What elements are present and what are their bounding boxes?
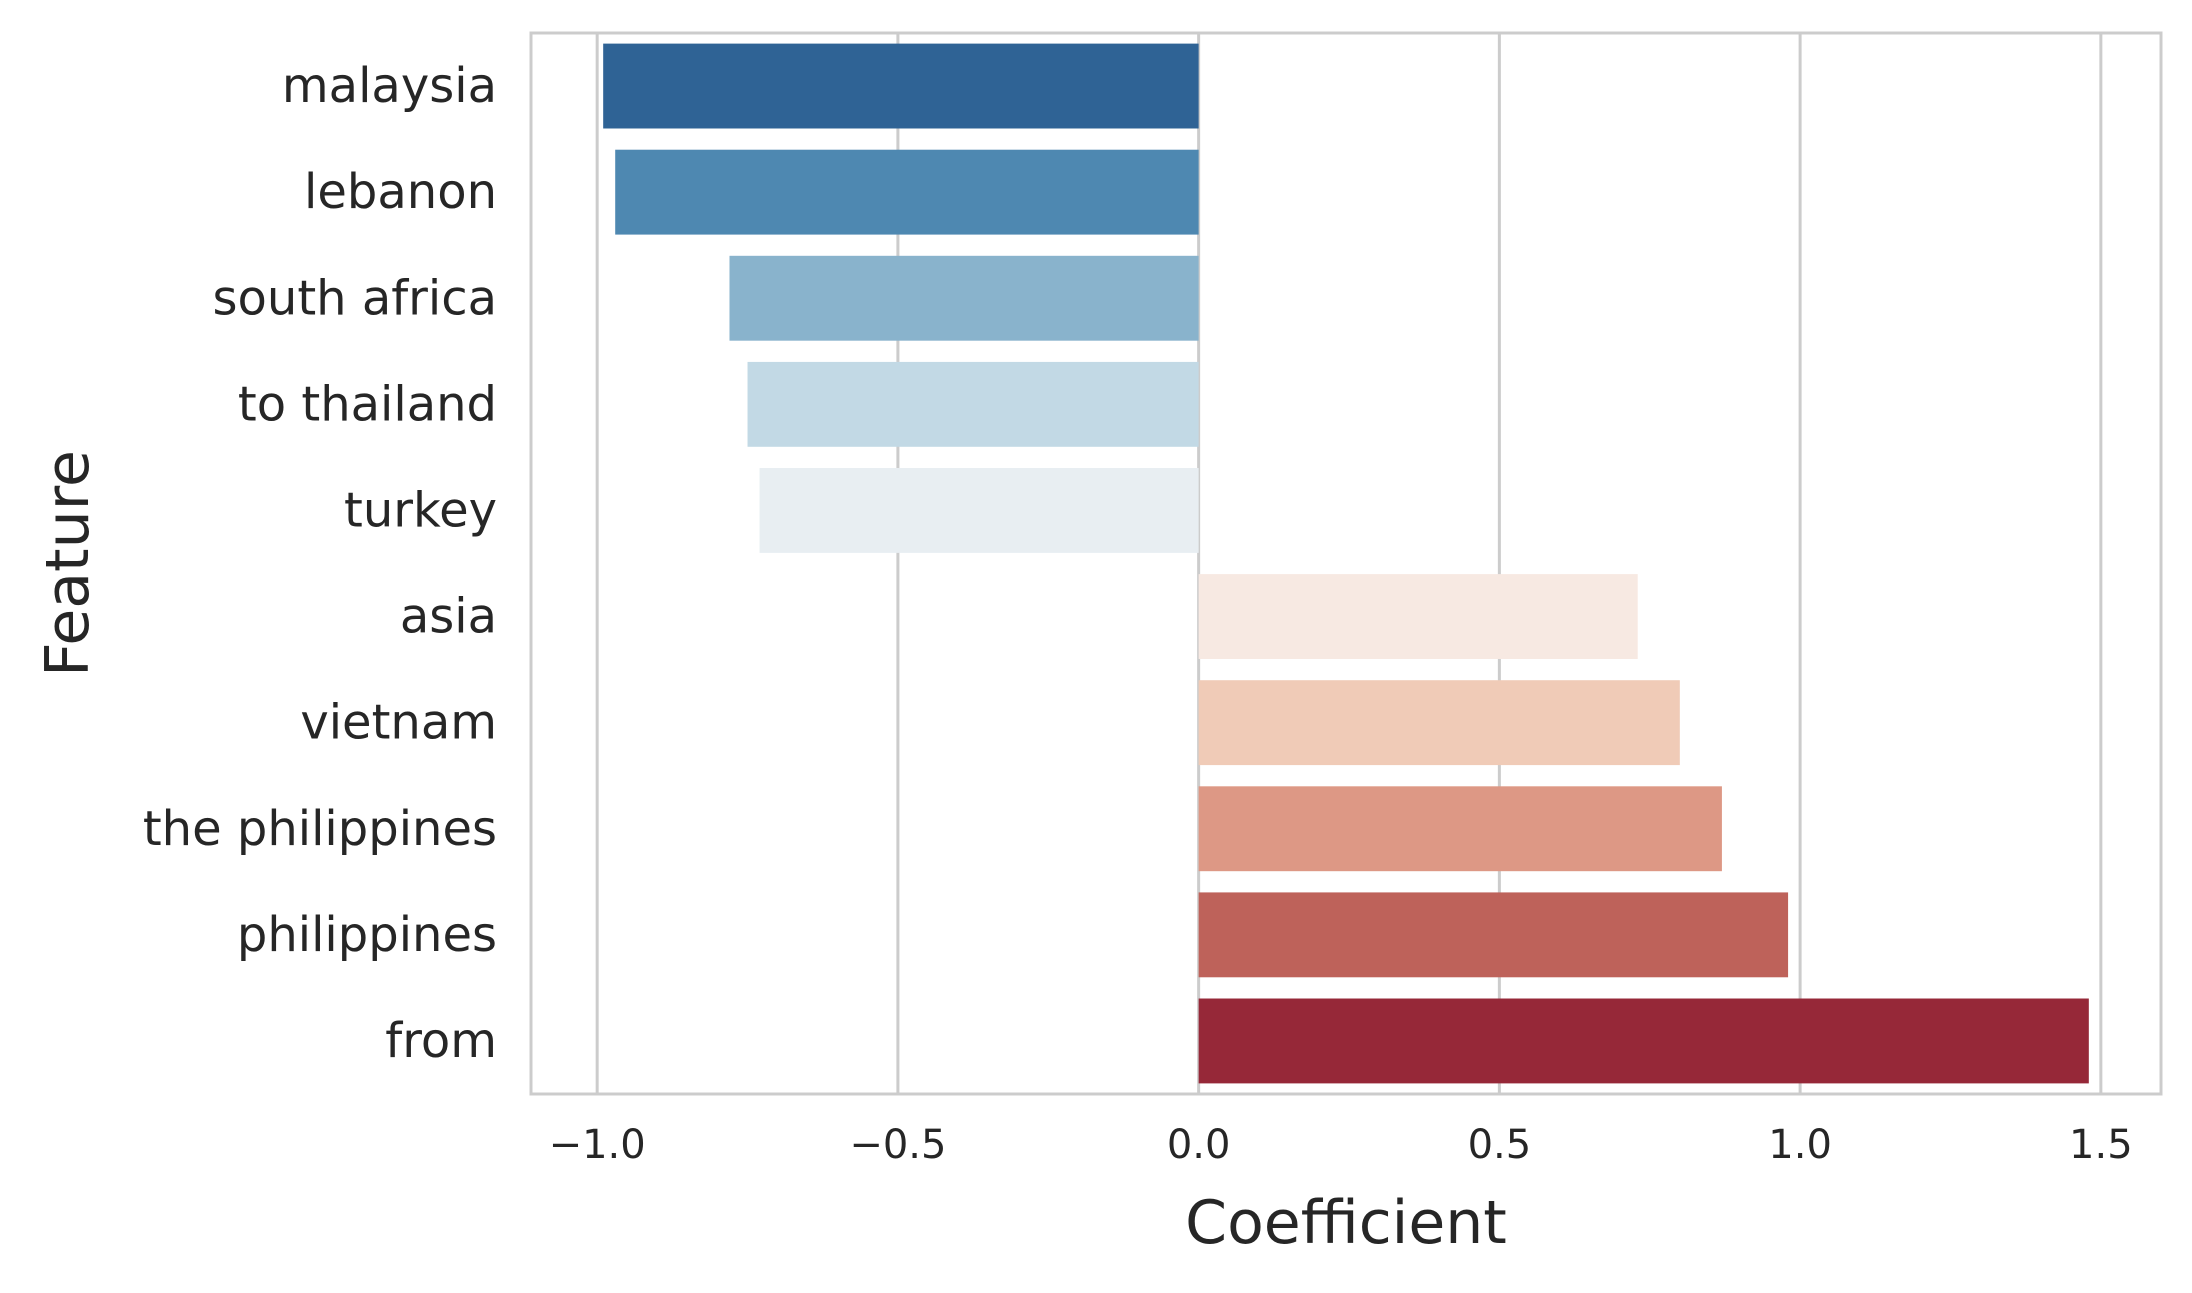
x-tick-label: 1.0 (1768, 1122, 1832, 1168)
y-tick-label: from (385, 1013, 497, 1069)
y-tick-label: lebanon (304, 164, 497, 220)
y-tick-label: asia (400, 589, 497, 645)
y-tick-label: to thailand (238, 376, 497, 432)
x-tick-label: −0.5 (849, 1122, 946, 1168)
bar-to-thailand (747, 361, 1199, 447)
bar-philippines (1198, 892, 1789, 978)
y-tick-label: turkey (344, 482, 497, 538)
x-tick-label: 1.5 (2069, 1122, 2133, 1168)
y-tick-label: vietnam (300, 695, 497, 751)
x-tick-label: −1.0 (549, 1122, 646, 1168)
y-tick-label: south africa (213, 270, 497, 326)
x-tick-labels: −1.0 −0.5 0.0 0.5 1.0 1.5 (549, 1122, 2133, 1168)
bar-the-philippines (1198, 786, 1722, 872)
bar-vietnam (1198, 680, 1680, 766)
bar-asia (1198, 574, 1638, 659)
y-tick-labels: malaysia lebanon south africa to thailand tu… (143, 58, 497, 1069)
y-tick-label: malaysia (282, 58, 497, 114)
y-tick-label: the philippines (143, 801, 497, 857)
bar-malaysia (603, 43, 1199, 129)
plot-frame (529, 31, 2163, 1096)
y-axis-title: Feature (33, 450, 103, 677)
x-tick-label: 0.0 (1167, 1122, 1231, 1168)
bar-lebanon (615, 149, 1199, 235)
bar-from (1198, 998, 2089, 1084)
bar-south-africa (729, 255, 1199, 341)
bars (603, 43, 2089, 1084)
x-tick-label: 0.5 (1468, 1122, 1532, 1168)
x-axis-title: Coefficient (1185, 1188, 1507, 1258)
bar-turkey (759, 468, 1199, 553)
y-tick-label: philippines (237, 907, 497, 963)
